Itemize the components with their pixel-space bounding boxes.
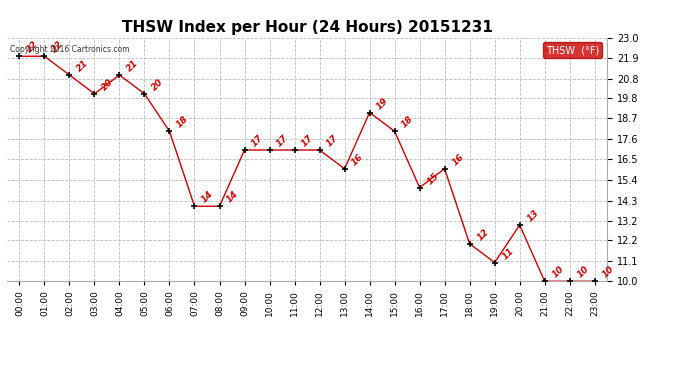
Text: 10: 10	[600, 265, 615, 280]
Legend: THSW  (°F): THSW (°F)	[543, 42, 602, 58]
Text: 22: 22	[25, 40, 40, 55]
Text: 20: 20	[150, 77, 165, 92]
Text: 16: 16	[450, 152, 465, 167]
Text: 22: 22	[50, 40, 65, 55]
Text: 14: 14	[200, 190, 215, 205]
Text: 18: 18	[175, 115, 190, 130]
Text: 21: 21	[125, 58, 140, 74]
Text: 11: 11	[500, 246, 515, 261]
Text: 10: 10	[575, 265, 591, 280]
Text: 15: 15	[425, 171, 440, 186]
Text: 17: 17	[275, 134, 290, 148]
Text: 17: 17	[300, 134, 315, 148]
Text: 14: 14	[225, 190, 240, 205]
Text: Copyright 2016 Cartronics.com: Copyright 2016 Cartronics.com	[10, 45, 130, 54]
Title: THSW Index per Hour (24 Hours) 20151231: THSW Index per Hour (24 Hours) 20151231	[121, 20, 493, 35]
Text: 19: 19	[375, 96, 391, 111]
Text: 10: 10	[550, 265, 565, 280]
Text: 17: 17	[250, 134, 265, 148]
Text: 13: 13	[525, 209, 540, 224]
Text: 12: 12	[475, 227, 491, 242]
Text: 21: 21	[75, 58, 90, 74]
Text: 18: 18	[400, 115, 415, 130]
Text: 17: 17	[325, 134, 340, 148]
Text: 16: 16	[350, 152, 365, 167]
Text: 20: 20	[100, 77, 115, 92]
